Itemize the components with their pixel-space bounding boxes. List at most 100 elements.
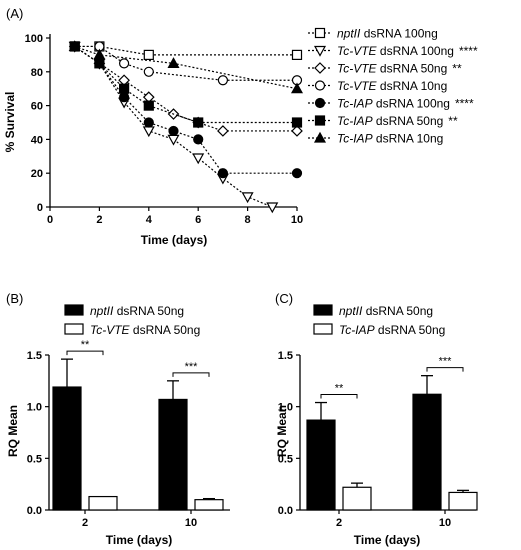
series-line [74,45,273,208]
series-5 [69,41,303,179]
series-4 [69,41,303,86]
legend-entry-7: Tc-IAP dsRNA 10ng [308,132,443,146]
series-line [74,45,298,90]
x-tick-label: 4 [146,214,153,226]
legend-marker [314,27,326,39]
significance-label: ** [335,383,344,395]
data-point [167,134,180,146]
data-point [94,58,105,69]
panel-c-label: (C) [275,291,293,306]
x-tick-label: 8 [245,214,251,226]
panel-a: (A) % Survival Time (days) 0204060801000… [3,6,478,247]
y-tick-label: 1.5 [278,350,293,362]
panel-a-series [68,40,304,214]
bar [88,495,118,511]
legend-marker [314,97,326,109]
significance-bracket [426,367,464,372]
panel-b-ylabel: RQ Mean [6,405,20,457]
data-point [118,92,130,103]
series-line [74,45,297,174]
series-7 [68,40,304,94]
panel-b-axes: 0.0 0.5 1.0 1.5 2 10 [27,350,230,529]
data-point [192,153,205,165]
legend-marker [313,131,327,143]
y-tick-label: 1.0 [278,402,293,414]
data-point [291,49,303,61]
legend-marker [314,62,326,74]
legend-swatch [64,304,84,316]
y-tick-label: 80 [31,67,43,79]
y-tick-label: 1.0 [27,402,42,414]
panel-c-legend: nptII dsRNA 50ng Tc-IAP dsRNA 50ng [313,304,445,337]
legend-label: Tc-VTE dsRNA 50ng [90,323,200,337]
significance-label: *** [439,356,453,368]
data-point [118,58,130,69]
y-tick-label: 0.5 [278,453,293,465]
x-tick-label: 10 [291,214,303,226]
y-tick-label: 20 [31,168,43,180]
data-point [193,134,204,145]
legend-label: nptII dsRNA 100ng [337,27,438,41]
data-point [266,202,279,214]
significance-bracket [320,394,358,399]
series-1 [69,41,303,61]
panel-a-label: (A) [6,6,23,21]
y-tick-label: 0.5 [27,453,42,465]
panel-c-axes: 0.0 0.5 1.0 1.5 2 10 [278,350,476,529]
significance-bracket [172,372,210,377]
data-point [142,126,155,138]
panel-b-label: (B) [6,291,23,306]
data-point [143,49,154,61]
panel-a-ylabel: % Survival [3,92,17,153]
data-point [217,125,229,137]
y-tick-label: 100 [25,33,43,45]
bar [448,491,478,511]
panel-c-bars: ***** [306,356,478,511]
x-tick-label: 2 [82,517,88,529]
x-tick-label: 0 [47,214,53,226]
legend-entry-2: Tc-VTE dsRNA 100ng **** [308,44,478,58]
legend-swatch [64,323,84,335]
legend-entry-1: nptII dsRNA 50ng [64,304,184,318]
data-point [143,117,154,128]
data-point [167,57,180,68]
y-tick-label: 0.0 [27,505,42,517]
legend-label: Tc-IAP dsRNA 100ng **** [337,97,474,111]
significance-label: ** [81,339,90,351]
bar [158,398,188,511]
legend-entry-1: nptII dsRNA 50ng [313,304,433,318]
data-point [217,75,228,86]
legend-label: Tc-IAP dsRNA 50ng ** [337,114,458,128]
legend-entry-6: Tc-IAP dsRNA 50ng ** [308,114,458,128]
x-tick-label: 2 [336,517,342,529]
y-tick-label: 0 [37,202,43,214]
legend-entry-4: Tc-VTE dsRNA 10ng [308,79,447,93]
data-point [193,117,204,128]
x-tick-label: 2 [96,214,102,226]
significance-label: *** [185,361,199,373]
y-tick-label: 1.5 [27,350,42,362]
panel-a-xlabel: Time (days) [141,233,207,247]
legend-label: nptII dsRNA 50ng [90,304,184,318]
legend-label: Tc-VTE dsRNA 10ng [337,79,447,93]
y-tick-label: 60 [31,101,43,113]
data-point [291,117,303,128]
legend-marker [314,115,326,126]
panel-b-bars: ***** [52,339,224,511]
bar [412,393,442,511]
panel-c-xlabel: Time (days) [354,533,420,547]
bar [52,386,82,511]
panel-c-ylabel: RQ Mean [275,405,289,457]
legend-label: nptII dsRNA 50ng [339,304,433,318]
data-point [168,125,179,137]
panel-b-xlabel: Time (days) [106,533,172,547]
legend-label: Tc-VTE dsRNA 50ng ** [337,62,462,76]
panel-a-axes: 0 20 40 60 80 100 0 2 4 6 8 10 [25,33,303,226]
data-point [143,100,154,111]
series-line [74,45,297,56]
legend-marker [314,80,326,91]
bar [194,499,224,511]
legend-entry-1: nptII dsRNA 100ng [308,27,438,41]
data-point [68,40,81,52]
x-tick-label: 6 [195,214,201,226]
